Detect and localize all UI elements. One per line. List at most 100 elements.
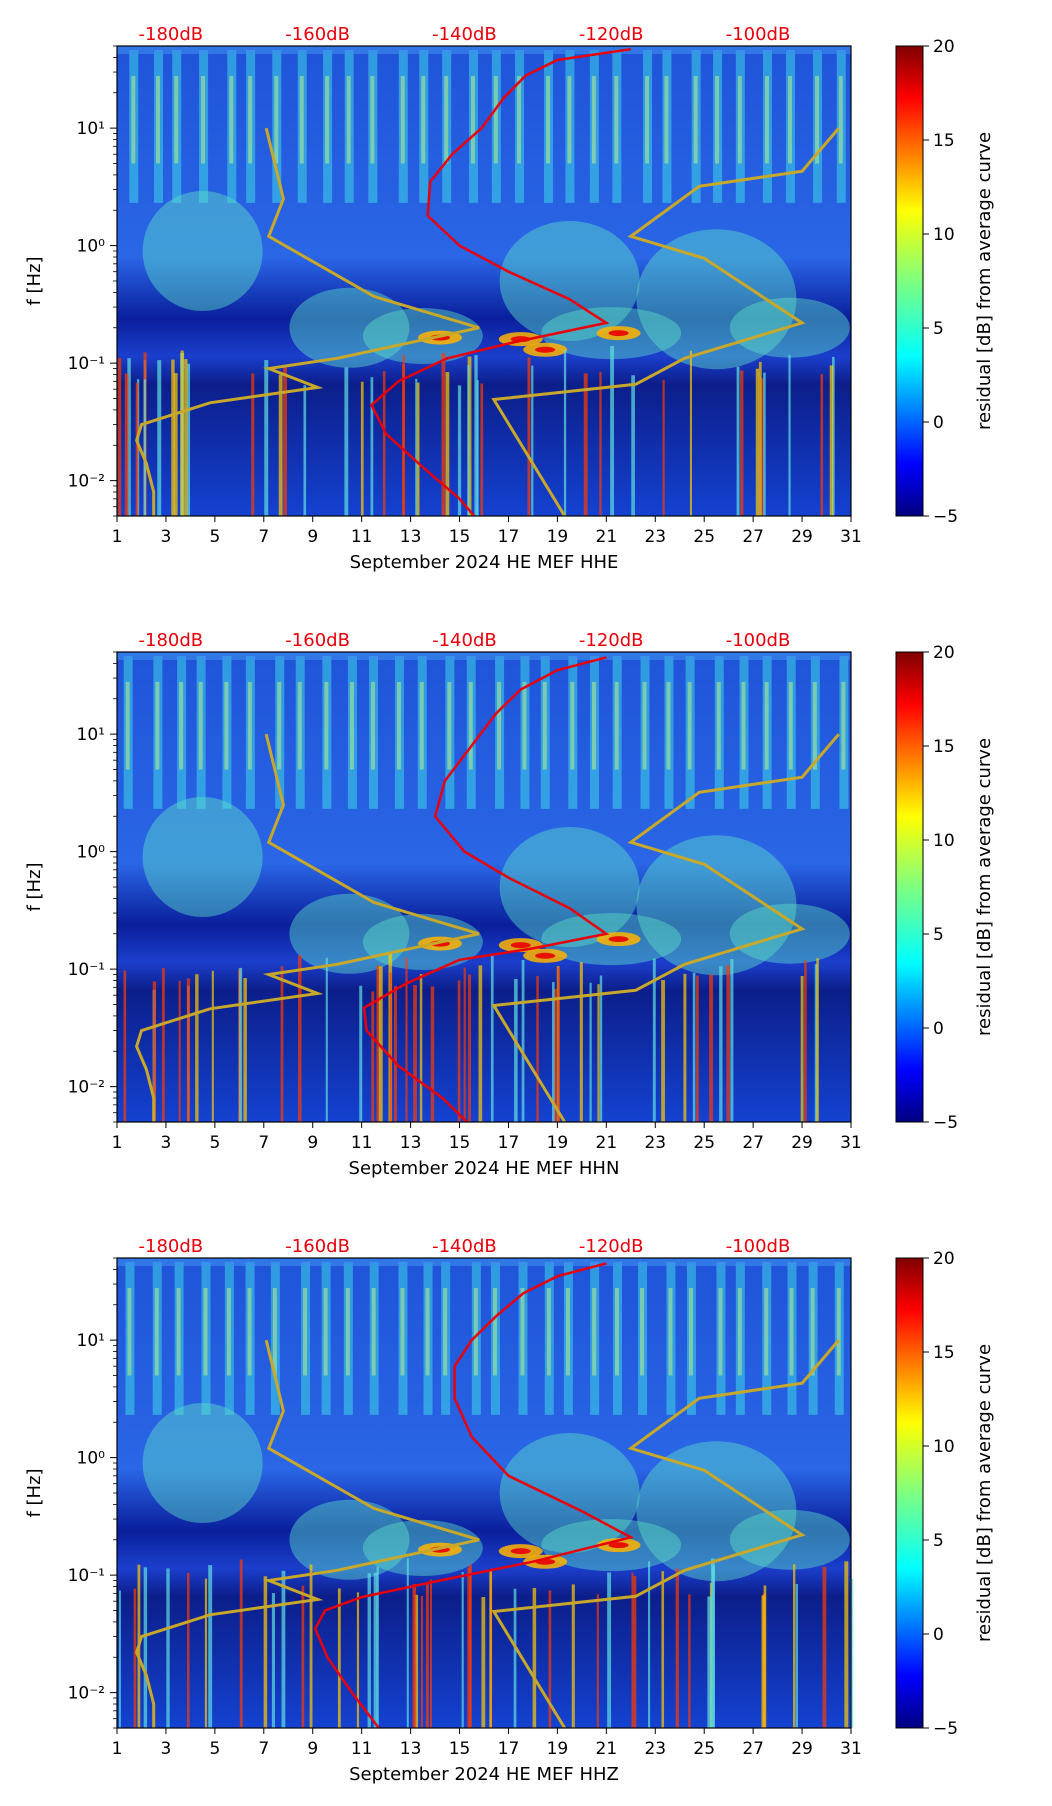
transient-spike [127, 358, 131, 516]
transient-spike [553, 988, 557, 1122]
x-tick-label: 21 [596, 1133, 618, 1153]
x-tick-label: 25 [693, 1739, 715, 1759]
activity-stripe-core [400, 76, 405, 164]
x-tick-label: 31 [840, 1133, 862, 1153]
transient-spike [850, 1578, 854, 1728]
x-tick-label: 17 [498, 527, 520, 547]
transient-spike [707, 1596, 712, 1728]
transient-spike [467, 365, 470, 516]
transient-spike [633, 1575, 637, 1728]
activity-stripe-core [520, 1288, 525, 1376]
spectrogram-panel-3: 1 3 5 7 9 11 13 15 17 19 21 23 25 27 29 3110⁻²10⁻¹10⁰10… [24, 1236, 995, 1785]
y-axis-label: f [Hz] [24, 862, 45, 911]
transient-spike [521, 959, 525, 1122]
transient-spike [467, 1567, 471, 1728]
transient-spike [683, 973, 687, 1122]
activity-stripe-core [688, 1288, 693, 1376]
db-scale-label: -160dB [285, 630, 350, 651]
transient-spike [478, 965, 483, 1122]
transient-spike [271, 1593, 275, 1728]
activity-stripe-core [198, 682, 203, 770]
transient-spike [557, 967, 560, 1122]
transient-spike [143, 1567, 148, 1728]
microseism-patch [142, 1403, 263, 1524]
transient-spike [370, 377, 374, 516]
transient-spike [117, 358, 122, 516]
transient-spike [548, 1590, 552, 1728]
activity-stripe-core [224, 682, 229, 770]
transient-spike [152, 981, 157, 1122]
activity-stripe-core [693, 76, 698, 164]
transient-spike [689, 350, 692, 516]
energy-peak-core [510, 942, 531, 949]
activity-stripe-core [517, 76, 522, 164]
x-tick-label: 31 [840, 1739, 862, 1759]
x-tick-label: 13 [400, 527, 422, 547]
transient-spike [763, 372, 766, 516]
transient-spike [695, 975, 699, 1122]
x-tick-label: 13 [400, 1133, 422, 1153]
activity-stripe-core [668, 1288, 673, 1376]
activity-stripe-core [470, 76, 475, 164]
x-tick-label: 5 [209, 1739, 220, 1759]
noise-model-high [491, 127, 840, 517]
activity-stripe-core [570, 682, 575, 770]
activity-stripe-core [277, 682, 282, 770]
activity-stripe-core [546, 1288, 551, 1376]
median-curve [362, 656, 610, 1123]
x-tick-label: 7 [258, 1739, 269, 1759]
activity-stripe-core [443, 1288, 448, 1376]
x-tick-label: 3 [161, 1739, 172, 1759]
transient-spike [692, 972, 696, 1122]
activity-stripe-core [299, 76, 304, 164]
transient-spike [531, 365, 534, 516]
x-tick-label: 3 [161, 527, 172, 547]
activity-stripe-core [764, 682, 769, 770]
x-tick-label: 19 [547, 1739, 569, 1759]
activity-stripe-core [297, 682, 302, 770]
transient-spike [552, 982, 555, 1122]
transient-spike [532, 1588, 537, 1728]
colorbar-tick-label: 0 [933, 1019, 944, 1039]
activity-stripe-core [764, 1288, 769, 1376]
y-tick-label: 10¹ [77, 119, 105, 139]
transient-spike [133, 1588, 137, 1728]
transient-spike [405, 957, 408, 1122]
transient-spike [419, 974, 423, 1122]
transient-spike [441, 353, 446, 516]
transient-spike [402, 354, 405, 516]
activity-stripe-core [272, 1288, 277, 1376]
transient-spike [251, 373, 255, 516]
transient-spike [378, 966, 383, 1122]
activity-stripe-core [764, 76, 769, 164]
x-tick-label: 19 [547, 527, 569, 547]
transient-spike [243, 978, 247, 1122]
colorbar-tick-label: 0 [933, 413, 944, 433]
x-tick-label: 1 [112, 527, 123, 547]
transient-spike [800, 976, 804, 1122]
colorbar-tick-label: 5 [933, 1531, 944, 1551]
activity-stripe-core [640, 1288, 645, 1376]
x-tick-label: 29 [791, 527, 813, 547]
transient-spike [420, 1595, 423, 1728]
transient-spike [631, 1572, 634, 1728]
transient-spike [208, 1565, 213, 1728]
activity-stripe-core [229, 76, 234, 164]
x-tick-label: 17 [498, 1133, 520, 1153]
transient-spike [413, 985, 417, 1122]
microseism-patch [499, 1433, 640, 1553]
colorbar [895, 651, 924, 1123]
activity-stripe-core [737, 1288, 742, 1376]
transient-spike [325, 957, 328, 1122]
transient-spike [536, 975, 539, 1122]
transient-spike [301, 1585, 305, 1728]
energy-peak-core [535, 346, 556, 353]
colorbar-tick-label: 20 [933, 37, 955, 57]
x-tick-label: 5 [209, 527, 220, 547]
transient-spike [463, 967, 466, 1122]
db-scale-label: -120dB [579, 1236, 644, 1257]
transient-spike [173, 373, 178, 516]
transient-spike [283, 367, 287, 516]
x-tick-label: 29 [791, 1739, 813, 1759]
y-axis-label: f [Hz] [24, 1468, 45, 1517]
